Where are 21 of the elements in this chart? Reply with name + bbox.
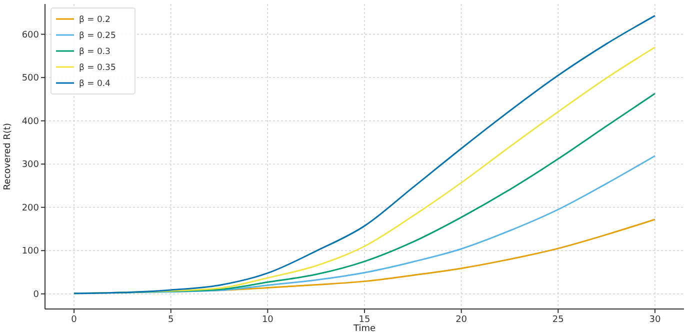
x-tick-label: 10 bbox=[262, 315, 274, 325]
legend-label: β = 0.3 bbox=[79, 47, 110, 57]
y-tick-label: 200 bbox=[22, 203, 40, 214]
x-tick-label: 20 bbox=[456, 315, 468, 325]
y-tick-label: 500 bbox=[22, 74, 40, 84]
x-tick-label: 30 bbox=[649, 315, 661, 325]
x-tick-label: 5 bbox=[168, 315, 174, 325]
x-tick-label: 25 bbox=[552, 315, 564, 325]
legend-label: β = 0.2 bbox=[79, 15, 110, 25]
y-tick-label: 400 bbox=[22, 116, 40, 127]
y-tick-label: 600 bbox=[22, 30, 40, 40]
x-tick-label: 15 bbox=[358, 315, 370, 325]
legend-label: β = 0.25 bbox=[79, 31, 116, 41]
y-tick-label: 100 bbox=[22, 246, 40, 257]
x-axis-title: Time bbox=[352, 324, 376, 333]
legend-label: β = 0.4 bbox=[79, 79, 110, 89]
x-tick-label: 0 bbox=[71, 315, 78, 325]
y-axis-title: Recovered R(t) bbox=[3, 122, 13, 190]
y-tick-label: 300 bbox=[22, 160, 40, 170]
legend-label: β = 0.35 bbox=[79, 63, 116, 73]
y-tick-label: 0 bbox=[33, 290, 40, 300]
